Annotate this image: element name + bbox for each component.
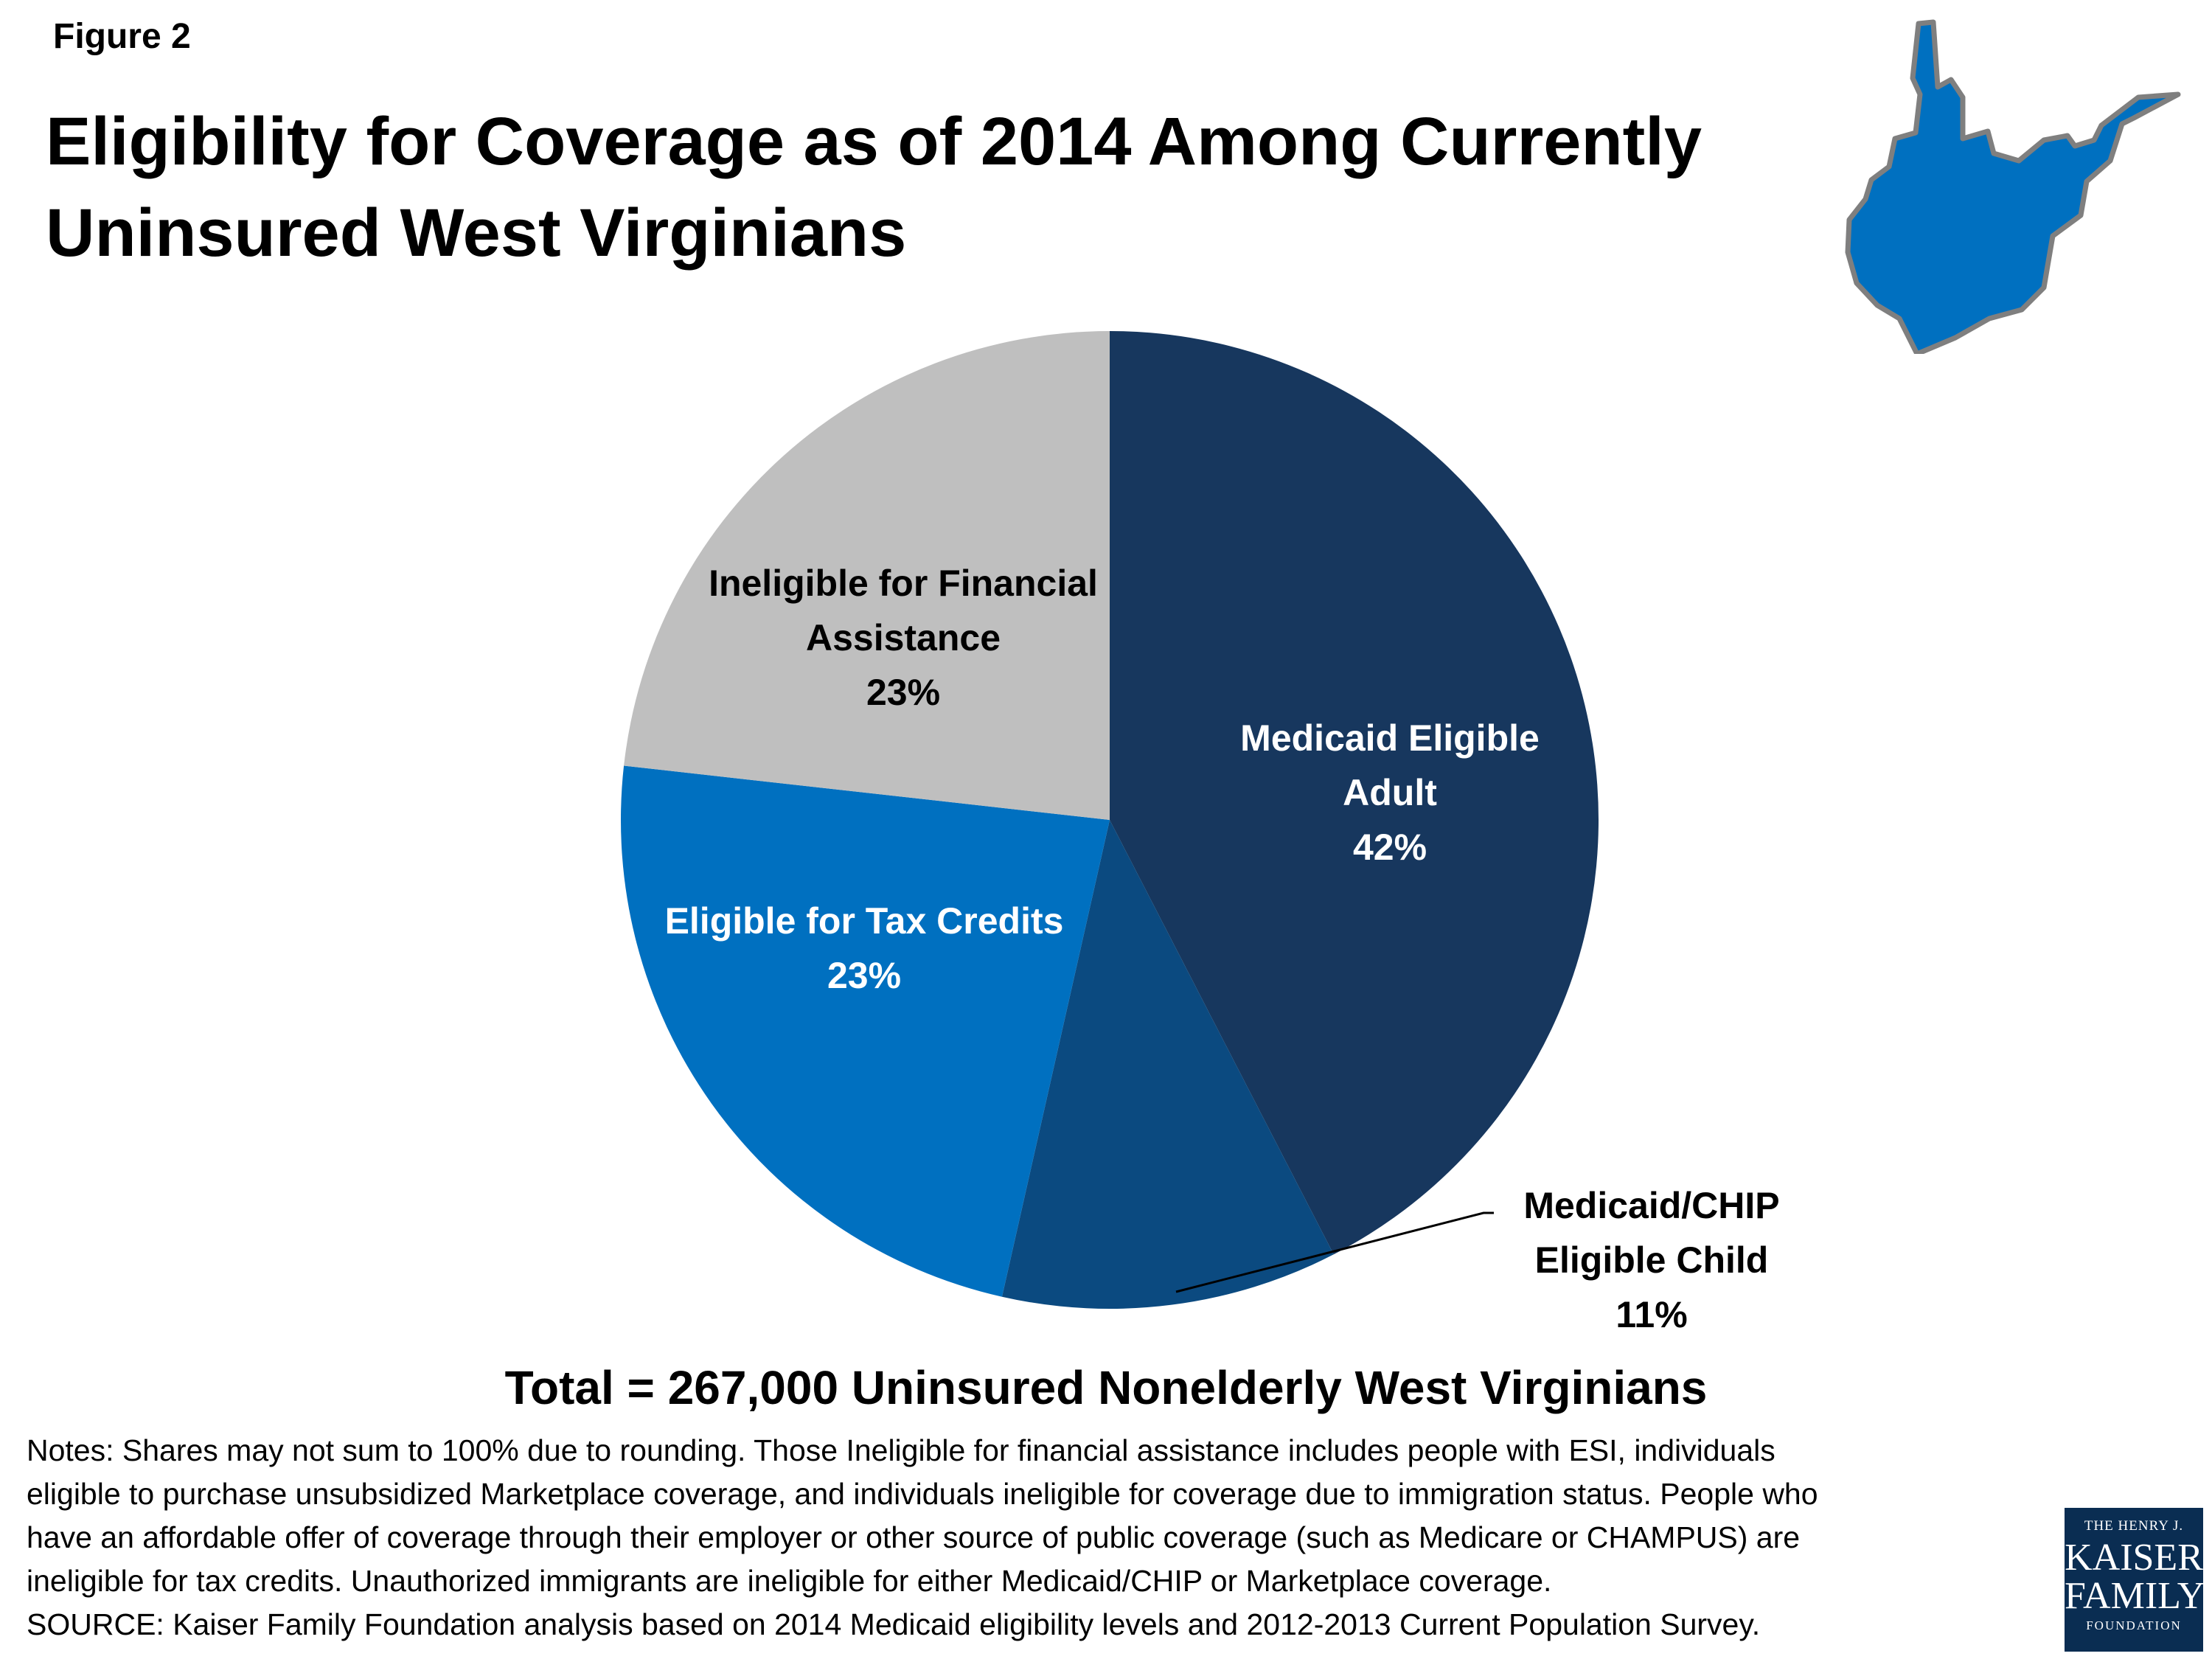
pie-slice-medicaid-child [1001, 820, 1334, 1310]
west-virginia-outline [1845, 19, 2181, 354]
pie-slice-ineligible [624, 331, 1110, 820]
child-leader-line [1175, 1211, 1494, 1293]
slice-label-medicaid-adult-line-1: Medicaid Eligible [1240, 717, 1540, 759]
slice-value-ineligible: 23% [866, 672, 941, 713]
slice-label-ineligible-line-1: Ineligible for Financial [709, 563, 1098, 604]
slice-value-medicaid-adult: 42% [1352, 827, 1427, 868]
slice-label-ineligible-line-2: Assistance [805, 617, 1001, 658]
notes-line-2: eligible to purchase unsubsidized Market… [27, 1477, 1818, 1511]
kaiser-family-foundation-logo: THE HENRY J. KAISER FAMILY FOUNDATION [2065, 1508, 2205, 1652]
chart-title-line-2: Uninsured West Virginians [46, 195, 907, 271]
total-caption: Total = 267,000 Uninsured Nonelderly Wes… [504, 1361, 1708, 1414]
slice-label-tax-credits: Eligible for Tax Credits 23% [665, 894, 1064, 1003]
west-virginia-state-map-icon [1845, 19, 2181, 354]
chart-title: Eligibility for Coverage as of 2014 Amon… [46, 96, 1778, 279]
logo-line-2: KAISER [2065, 1537, 2203, 1579]
slice-label-medicaid-child: Medicaid/CHIP Eligible Child 11% [1523, 1178, 1779, 1342]
logo-line-1: THE HENRY J. [2084, 1518, 2184, 1534]
source-line: SOURCE: Kaiser Family Foundation analysi… [27, 1607, 1761, 1641]
slice-label-ineligible: Ineligible for Financial Assistance 23% [709, 556, 1098, 720]
slice-value-tax-credits: 23% [827, 955, 902, 996]
logo-line-3: FAMILY [2065, 1575, 2205, 1617]
logo-line-4: FOUNDATION [2086, 1618, 2182, 1632]
slice-label-medicaid-adult: Medicaid Eligible Adult 42% [1240, 711, 1540, 874]
notes-line-3: have an affordable offer of coverage thr… [27, 1520, 1801, 1554]
notes: Notes: Shares may not sum to 100% due to… [27, 1429, 2062, 1646]
slice-label-medicaid-child-line-2: Eligible Child [1534, 1239, 1769, 1281]
pie-slices [621, 331, 1599, 1310]
slice-label-medicaid-adult-line-2: Adult [1343, 772, 1437, 813]
slice-value-medicaid-child: 11% [1615, 1294, 1688, 1335]
figure-label: Figure 2 [53, 17, 191, 56]
slice-label-tax-credits-line-1: Eligible for Tax Credits [664, 900, 1064, 942]
chart-title-line-1: Eligibility for Coverage as of 2014 Amon… [46, 104, 1703, 179]
pie-slice-medicaid-adult [1110, 331, 1599, 1255]
notes-line-1: Notes: Shares may not sum to 100% due to… [27, 1433, 1775, 1467]
pie-slice-tax-credits [621, 765, 1110, 1297]
slice-label-medicaid-child-line-1: Medicaid/CHIP [1523, 1185, 1780, 1226]
notes-line-4: ineligible for tax credits. Unauthorized… [27, 1564, 1552, 1598]
